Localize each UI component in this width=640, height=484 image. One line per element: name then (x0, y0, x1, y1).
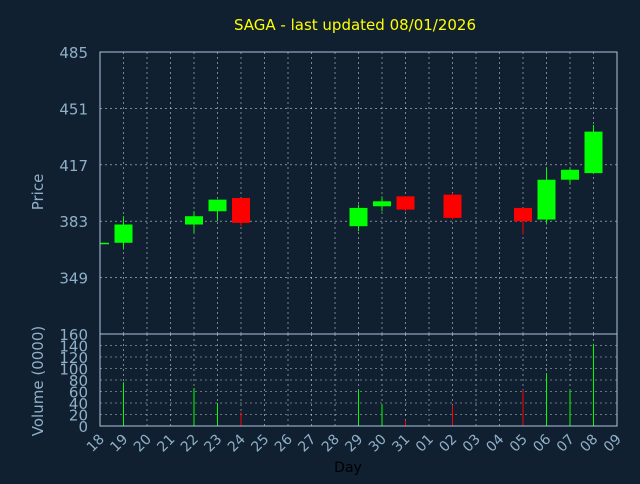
candle-body (114, 224, 133, 243)
candle-body (443, 194, 462, 218)
candle-body (349, 207, 368, 227)
candle-body (232, 197, 250, 223)
price-tick-label: 349 (59, 270, 88, 288)
axes-layer (99, 51, 618, 427)
volume-tick-label: 140 (59, 338, 88, 356)
price-tick-label: 383 (59, 213, 88, 231)
volume-axis-label: Volume (0000) (29, 326, 47, 436)
volume-tick-label: 0 (78, 418, 88, 436)
chart-title: SAGA - last updated 08/01/2026 (234, 16, 476, 34)
volume-tick-label: 40 (69, 395, 88, 413)
candles-layer (100, 124, 603, 250)
volume-layer (123, 343, 594, 426)
price-tick-label: 451 (59, 100, 88, 118)
volume-tick-label: 80 (69, 372, 88, 390)
candle-body (584, 131, 603, 174)
volume-tick-label: 120 (59, 349, 88, 367)
volume-panel-frame (99, 333, 618, 427)
volume-tick-label: 20 (69, 407, 88, 425)
price-grid (100, 51, 617, 334)
price-axis-label: Price (29, 174, 47, 211)
x-axis-label: Day (334, 460, 362, 476)
candle-body (185, 216, 203, 225)
candle-body (396, 196, 415, 210)
candle-body (100, 242, 109, 245)
candle-body (537, 179, 556, 220)
candle-body (373, 201, 391, 207)
candle-body (208, 199, 227, 212)
volume-tick-label: 160 (59, 326, 88, 344)
candle-body (561, 169, 579, 180)
volume-tick-label: 100 (59, 361, 88, 379)
candle-body (514, 207, 532, 222)
price-tick-label: 485 (59, 44, 88, 62)
price-tick-label: 417 (59, 157, 88, 175)
volume-tick-label: 60 (69, 384, 88, 402)
